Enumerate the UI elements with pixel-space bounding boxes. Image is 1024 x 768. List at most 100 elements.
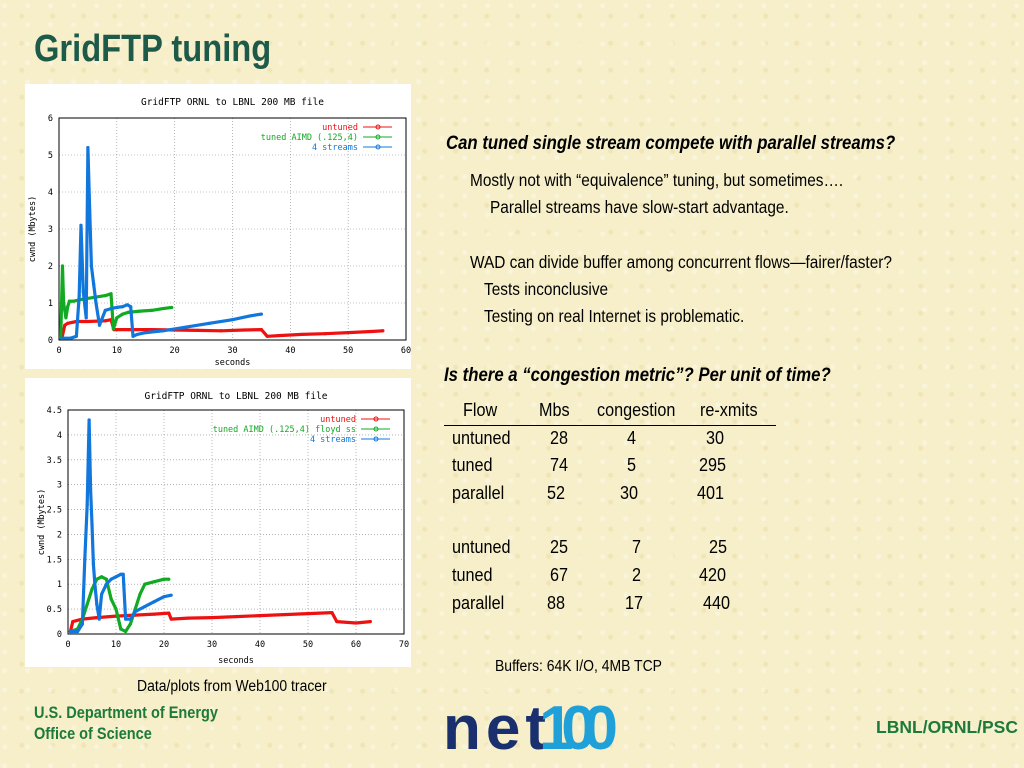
data-point: [265, 334, 269, 338]
x-tick-label: 0: [65, 640, 70, 650]
y-tick-label: 0.5: [47, 605, 62, 615]
data-point: [85, 602, 89, 606]
chart-title: GridFTP ORNL to LBNL 200 MB file: [141, 97, 324, 108]
data-point: [184, 325, 188, 329]
data-point: [161, 306, 165, 311]
slide-title: GridFTP tuning: [34, 28, 272, 70]
legend-label: untuned: [320, 415, 356, 425]
data-point: [83, 557, 87, 561]
data-point: [248, 314, 252, 318]
data-point: [368, 619, 372, 624]
data-point: [84, 316, 88, 320]
data-point: [81, 290, 85, 294]
data-point: [95, 602, 99, 606]
data-point: [258, 613, 262, 618]
data-point: [162, 595, 166, 599]
data-point: [128, 622, 132, 626]
data-point: [104, 582, 108, 586]
data-point: [161, 329, 165, 333]
footer-doe-line-2: Office of Science: [34, 725, 152, 743]
net100-logo: net 100: [443, 694, 619, 763]
table-header-congestion: congestion: [597, 400, 676, 420]
table-header-flow: Flow: [463, 400, 498, 420]
data-point: [121, 572, 125, 576]
x-tick-label: 20: [170, 346, 180, 356]
table-cell: tuned: [452, 455, 493, 475]
data-point: [138, 309, 142, 313]
data-point: [346, 331, 350, 335]
data-point: [162, 577, 166, 581]
data-point: [77, 294, 81, 298]
data-point: [323, 332, 327, 336]
x-tick-label: 60: [351, 640, 361, 650]
table-header-mbs: Mbs: [539, 400, 570, 420]
data-point: [103, 308, 107, 312]
data-point: [143, 605, 147, 609]
data-point: [111, 327, 115, 331]
data-point: [100, 575, 104, 579]
data-point: [88, 208, 92, 213]
y-tick-label: 3: [48, 225, 53, 235]
data-point: [119, 627, 123, 631]
data-point: [90, 522, 94, 527]
data-point: [330, 610, 334, 615]
data-point: [169, 617, 173, 621]
data-point: [335, 619, 339, 624]
data-point: [143, 582, 147, 586]
data-point: [126, 328, 130, 332]
data-point: [109, 597, 113, 601]
data-point: [259, 312, 264, 316]
data-point: [90, 587, 94, 591]
data-point: [86, 146, 90, 150]
table-cell: 2: [632, 565, 642, 585]
data-point: [230, 318, 235, 322]
data-point: [94, 301, 98, 305]
svg-text:100: 100: [539, 694, 616, 763]
data-point: [63, 323, 67, 327]
data-point: [152, 600, 156, 604]
data-point: [125, 303, 129, 307]
data-point: [169, 593, 173, 597]
data-point: [138, 592, 142, 596]
y-tick-label: 1: [57, 580, 62, 590]
data-point: [121, 312, 125, 316]
footer-doe-line-1: U.S. Department of Energy: [34, 704, 218, 722]
table-cell: 30: [706, 428, 725, 448]
x-axis-label: seconds: [215, 358, 251, 368]
series-line-untuned: [60, 318, 383, 339]
data-point: [259, 328, 264, 332]
data-point: [196, 328, 200, 332]
y-tick-label: 6: [48, 114, 53, 124]
x-tick-label: 40: [255, 640, 265, 650]
question-parallel-streams: Can tuned single stream compete with par…: [446, 132, 896, 154]
data-point: [133, 610, 137, 614]
table-cell: 30: [620, 483, 639, 503]
table-cell: 440: [703, 593, 731, 613]
x-tick-label: 0: [56, 346, 61, 356]
data-point: [88, 488, 93, 492]
footer-labs: LBNL/ORNL/PSC: [876, 717, 1018, 737]
table-header-rexmits: re-xmits: [700, 400, 758, 420]
data-point: [306, 611, 310, 616]
table-cell: 420: [699, 565, 727, 585]
plot-top: GridFTP ORNL to LBNL 200 MB file 0 10 20 30 4…: [25, 84, 411, 369]
legend-label: tuned AIMD (.125,4): [261, 133, 358, 143]
data-point: [282, 612, 286, 617]
data-point: [300, 332, 304, 337]
data-point: [219, 329, 223, 333]
data-point: [71, 619, 75, 624]
footer-doe: U.S. Department of Energy Office of Scie…: [34, 703, 218, 745]
table-cell: parallel: [452, 483, 505, 503]
data-point: [93, 582, 97, 586]
data-point: [354, 621, 358, 625]
legend-marker: [375, 124, 381, 130]
data-point: [97, 617, 101, 621]
table-cell: 25: [709, 537, 728, 557]
legend-marker: [373, 426, 379, 432]
x-tick-label: 50: [343, 346, 353, 356]
plot-bottom: GridFTP ORNL to LBNL 200 MB file 0 10 20 30 4…: [25, 378, 411, 667]
legend-marker: [375, 144, 381, 150]
text-line-4: Tests inconclusive: [484, 279, 609, 299]
data-point: [369, 329, 373, 334]
x-tick-label: 30: [207, 640, 217, 650]
